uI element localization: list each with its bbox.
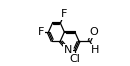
Text: O: O xyxy=(89,27,98,37)
Text: Cl: Cl xyxy=(69,54,80,64)
Text: H: H xyxy=(91,45,100,55)
Text: F: F xyxy=(37,27,44,37)
Text: F: F xyxy=(61,9,67,19)
Text: N: N xyxy=(64,45,72,55)
